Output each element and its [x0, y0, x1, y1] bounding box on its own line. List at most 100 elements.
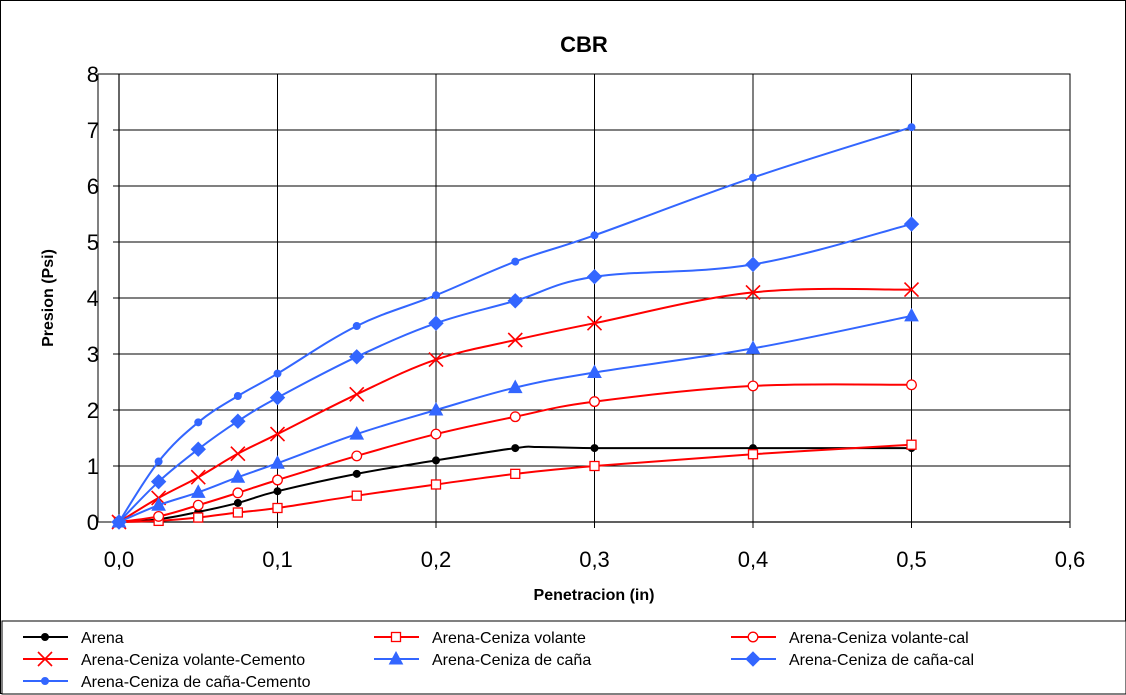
- data-point: [745, 340, 761, 354]
- data-point: [428, 352, 444, 368]
- x-tick-label: 0,2: [421, 547, 452, 572]
- data-point: [428, 315, 444, 331]
- data-point: [193, 512, 204, 523]
- series-2: [113, 379, 917, 528]
- data-point: [272, 502, 283, 514]
- legend-label: Arena-Ceniza de caña: [432, 652, 591, 669]
- data-point: [352, 322, 361, 330]
- chart-title: CBR: [560, 32, 608, 57]
- legend-label: Arena-Ceniza volante-Cemento: [81, 652, 305, 669]
- data-point: [507, 293, 523, 309]
- data-point: [590, 231, 599, 240]
- data-point: [190, 484, 206, 498]
- data-point: [586, 269, 603, 285]
- y-tick-label: 0: [87, 510, 99, 535]
- data-point: [428, 401, 444, 416]
- series-layer: [111, 123, 920, 530]
- data-point: [590, 444, 599, 453]
- data-point: [351, 450, 363, 462]
- data-point: [906, 379, 917, 391]
- legend-item: Arena-Ceniza volante: [374, 630, 586, 647]
- legend-item: Arena: [23, 630, 124, 647]
- data-point: [903, 216, 920, 232]
- x-tick-label: 0,0: [104, 547, 135, 572]
- data-point: [907, 123, 916, 132]
- y-tick-label: 3: [87, 342, 99, 367]
- data-point: [230, 469, 246, 483]
- data-point: [747, 449, 759, 460]
- legend-label: Arena-Ceniza volante-cal: [789, 630, 969, 647]
- y-tick-label: 2: [87, 398, 99, 423]
- x-axis-label: Penetracion (in): [534, 587, 655, 604]
- legend-marker: [41, 677, 49, 685]
- y-axis-label: Presion (Psi): [40, 249, 57, 347]
- legend-box: [1, 620, 1126, 695]
- data-point: [150, 473, 167, 490]
- data-point: [904, 307, 919, 322]
- legend-label: Arena-Ceniza de caña-Cemento: [81, 674, 311, 691]
- data-point: [511, 444, 520, 453]
- legend-item: Arena-Ceniza volante-cal: [731, 630, 969, 647]
- data-point: [745, 284, 761, 300]
- y-tick-label: 1: [87, 454, 99, 479]
- grid-layer: [113, 73, 1071, 528]
- x-tick-label: 0,1: [262, 547, 293, 572]
- x-tick-label: 0,6: [1055, 547, 1086, 572]
- series-5: [111, 216, 920, 530]
- legend: Arena Arena-Ceniza volante Arena-Ceniza vo…: [23, 630, 974, 691]
- y-tick-label: 8: [87, 62, 99, 87]
- data-point: [749, 173, 757, 182]
- x-tick-label: 0,3: [579, 547, 610, 572]
- data-point: [509, 411, 521, 423]
- data-point: [432, 291, 440, 300]
- legend-item: Arena-Ceniza de caña-Cemento: [23, 674, 311, 691]
- y-tick-label: 4: [87, 286, 99, 311]
- data-point: [153, 510, 165, 522]
- tick-layer: 0 1 2 3 4 5 6 7 8 0,0 0,1 0,2 0,3 0,4 0,5 0,6: [87, 62, 1086, 572]
- legend-marker: [37, 651, 53, 667]
- data-point: [903, 282, 920, 298]
- legend-label: Arena-Ceniza de caña-cal: [789, 652, 974, 669]
- data-point: [507, 332, 523, 348]
- data-point: [273, 487, 282, 496]
- data-point: [269, 389, 286, 406]
- data-point: [230, 413, 246, 429]
- data-point: [507, 379, 523, 394]
- legend-label: Arena-Ceniza volante: [432, 630, 586, 647]
- data-point: [151, 497, 166, 511]
- data-point: [269, 426, 286, 442]
- data-point: [430, 479, 442, 490]
- legend-marker: [388, 650, 404, 665]
- data-point: [510, 468, 521, 479]
- data-point: [194, 418, 203, 427]
- x-tick-label: 0,5: [896, 547, 927, 572]
- data-point: [511, 257, 520, 266]
- data-point: [351, 490, 362, 501]
- data-point: [349, 426, 365, 440]
- data-point: [230, 446, 246, 462]
- data-point: [586, 315, 603, 331]
- legend-label: Arena: [81, 630, 124, 647]
- data-point: [587, 364, 602, 378]
- data-point: [589, 396, 600, 408]
- y-tick-label: 7: [87, 118, 99, 143]
- data-point: [233, 392, 242, 400]
- legend-item: Arena-Ceniza volante-Cemento: [23, 651, 305, 669]
- data-point: [232, 487, 244, 499]
- y-tick-label: 5: [87, 230, 99, 255]
- data-point: [430, 428, 442, 440]
- data-point: [906, 439, 917, 450]
- data-point: [115, 518, 123, 526]
- legend-marker: [747, 631, 759, 643]
- data-point: [273, 369, 282, 378]
- data-point: [747, 380, 759, 392]
- data-point: [233, 498, 242, 507]
- data-point: [589, 460, 600, 472]
- series-6: [115, 123, 916, 526]
- data-point: [154, 457, 163, 466]
- data-point: [349, 349, 365, 365]
- data-point: [190, 441, 206, 457]
- data-point: [432, 456, 440, 465]
- data-point: [352, 469, 361, 478]
